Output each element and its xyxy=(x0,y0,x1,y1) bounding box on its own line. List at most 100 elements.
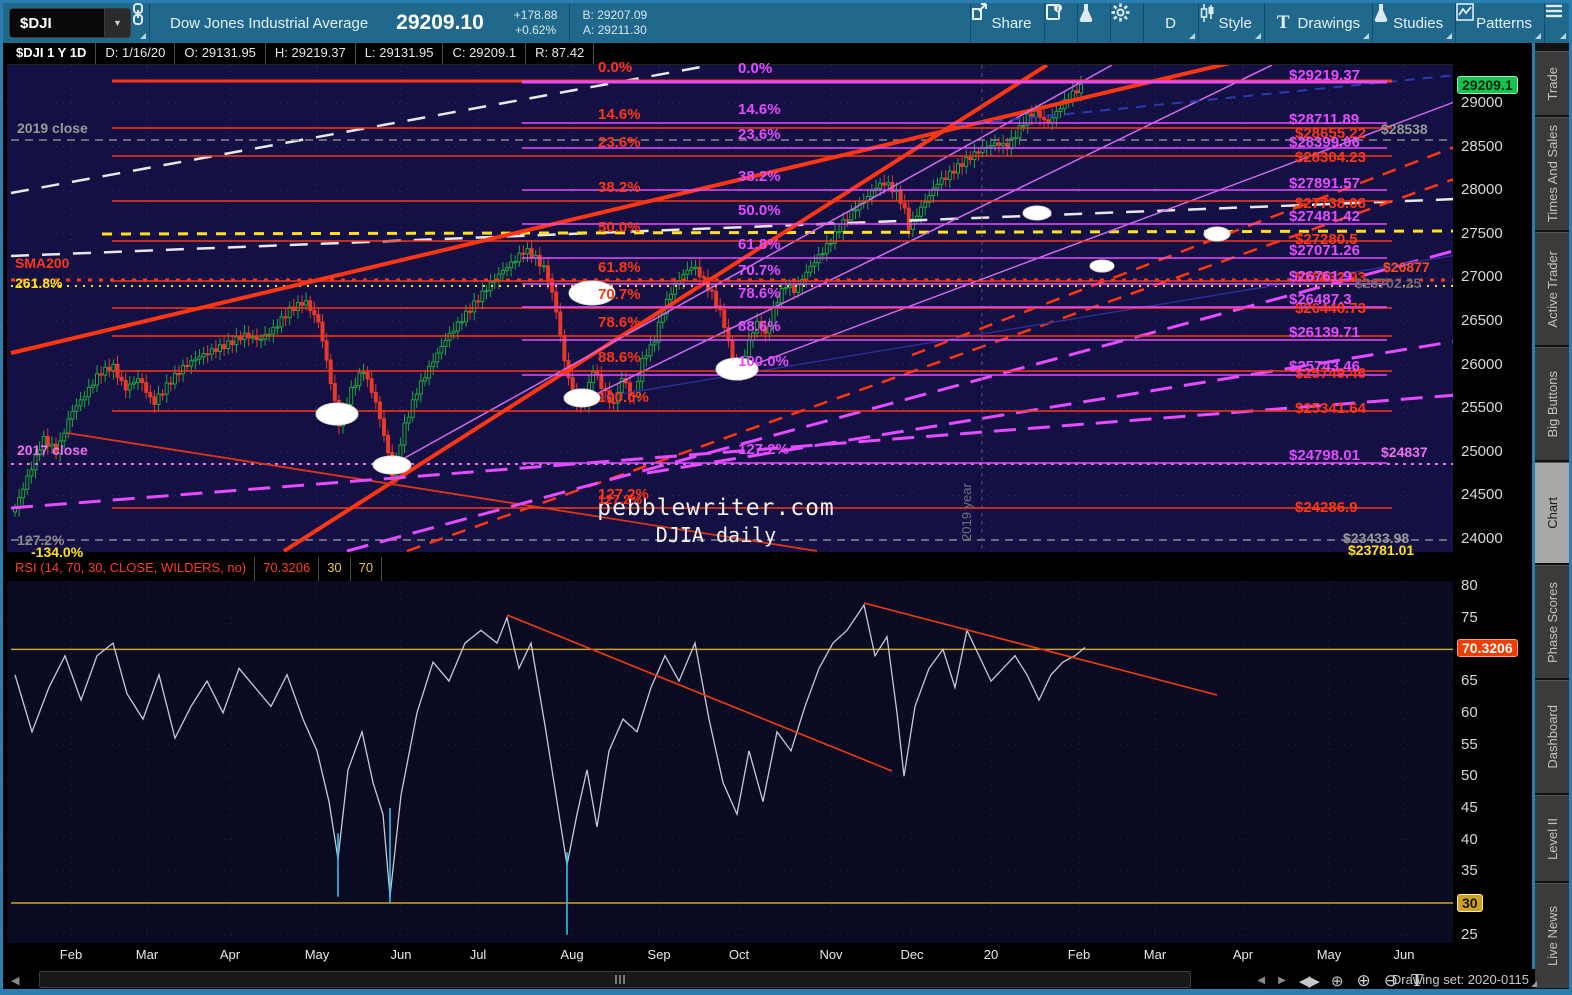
price-axis[interactable]: 29000 28500 28000 27500 27000 26500 26000 25500… xyxy=(1453,43,1532,989)
rsi-tick-label: 60 xyxy=(1461,703,1478,721)
symbol-input[interactable]: $DJI ▼ xyxy=(9,8,131,38)
rsi-value-badge: 70.3206 xyxy=(1457,639,1518,657)
price-tick-label: 27000 xyxy=(1461,268,1503,286)
top-toolbar: $DJI ▼ Dow Jones Industrial Average 2920… xyxy=(3,3,1569,43)
company-name: Dow Jones Industrial Average xyxy=(170,14,369,32)
step-right-icon[interactable]: ▶ xyxy=(1278,975,1286,986)
rsi-tick-label: 35 xyxy=(1461,862,1478,880)
quick-study-button[interactable] xyxy=(1078,3,1110,43)
sidebar-divider xyxy=(1532,43,1535,989)
symbol-dropdown-button[interactable]: ▼ xyxy=(104,9,130,37)
price-tick-label: 25500 xyxy=(1461,399,1503,417)
ohlc-cell: H: 29219.37 xyxy=(266,43,356,64)
change-percent: +0.62% xyxy=(515,23,557,37)
month-tick-label: Aug xyxy=(560,947,584,962)
gadget-sidebar: Trade Times And Sales Active Trader Big But… xyxy=(1535,43,1569,989)
zoom-in-icon[interactable]: ⊕ xyxy=(1356,970,1371,990)
ask-value: A: 29211.30 xyxy=(582,23,647,37)
text-tool-icon: T xyxy=(1276,12,1290,33)
share-button[interactable]: Share xyxy=(971,3,1043,43)
ohlc-cell: D: 1/16/20 xyxy=(96,43,176,64)
rsi-overbought: 70 xyxy=(351,557,383,581)
rsi-tick-label: 55 xyxy=(1461,735,1478,753)
sidebar-tab-trade[interactable]: Trade xyxy=(1535,51,1569,115)
month-tick-label: Jul xyxy=(469,947,487,962)
price-tick-label: 28000 xyxy=(1461,181,1503,199)
timeframe-button[interactable]: D xyxy=(1144,3,1198,43)
sidebar-tab-label: Big Buttons xyxy=(1544,370,1560,438)
rsi-tick-label: 80 xyxy=(1461,577,1478,594)
ohlc-cell: L: 29131.95 xyxy=(356,43,444,64)
month-tick-label: Sep xyxy=(647,947,671,962)
patterns-button[interactable]: Patterns xyxy=(1456,3,1544,43)
price-tick-label: 24500 xyxy=(1461,486,1503,504)
chart-notes-button[interactable]: i xyxy=(1045,3,1077,43)
price-chart[interactable] xyxy=(7,65,1453,552)
time-axis[interactable]: Feb Mar Apr May Jun Jul Aug Sep Oct Nov Dec 20 Feb Ma… xyxy=(7,943,1453,969)
link-icon[interactable] xyxy=(131,3,149,43)
price-tick-label: 27500 xyxy=(1461,224,1503,242)
settings-button[interactable] xyxy=(1111,3,1143,43)
studies-button[interactable]: Studies xyxy=(1373,3,1455,43)
text-tool-icon[interactable]: T xyxy=(1410,970,1423,990)
rsi-study-label: RSI (14, 70, 30, CLOSE, WILDERS, no) xyxy=(7,557,256,581)
scrollbar-grip[interactable] xyxy=(615,975,627,984)
crosshair-icon[interactable]: ⊕ xyxy=(1330,972,1344,990)
month-tick-label: Oct xyxy=(728,947,750,962)
svg-text:i: i xyxy=(1057,6,1059,13)
symbol-value: $DJI xyxy=(20,14,52,32)
ohlc-cell: R: 87.42 xyxy=(526,43,595,64)
sidebar-tab-label: Live News xyxy=(1544,906,1560,966)
ohlc-cell: C: 29209.1 xyxy=(443,43,527,64)
rsi-value: 70.3206 xyxy=(255,557,320,581)
rsi-oversold-badge: 30 xyxy=(1457,894,1483,912)
pan-icon[interactable]: ◀▶ xyxy=(1298,972,1320,990)
drawings-button[interactable]: T Drawings xyxy=(1265,3,1372,43)
sidebar-tab-live-news[interactable]: Live News xyxy=(1535,883,1569,988)
rsi-panel[interactable] xyxy=(7,581,1453,943)
step-left-icon[interactable]: ◀ xyxy=(1257,975,1266,986)
rsi-oversold: 30 xyxy=(319,557,351,581)
month-tick-label: Dec xyxy=(900,947,924,962)
rsi-tick-label: 25 xyxy=(1461,925,1478,943)
sidebar-tab-label: Level II xyxy=(1544,817,1560,860)
month-tick-label: Mar xyxy=(135,947,159,962)
sidebar-tab-chart[interactable]: Chart xyxy=(1535,462,1569,563)
change-block: +178.88 +0.62% xyxy=(496,3,570,43)
rsi-tick-label: 50 xyxy=(1461,767,1478,785)
sidebar-tab-level-ii[interactable]: Level II xyxy=(1535,795,1569,881)
chart-menu-button[interactable] xyxy=(1545,3,1569,43)
sidebar-tab-big-buttons[interactable]: Big Buttons xyxy=(1535,347,1569,460)
sidebar-tab-times-and-sales[interactable]: Times And Sales xyxy=(1535,117,1569,230)
rsi-tick-label: 65 xyxy=(1461,672,1478,690)
ohlc-header-bar: $DJI 1 Y 1D D: 1/16/20 O: 29131.95 H: 29219… xyxy=(7,43,1535,65)
sidebar-tab-label: Times And Sales xyxy=(1544,125,1560,223)
price-tick-label: 29000 xyxy=(1461,94,1503,111)
scroll-left-arrow[interactable]: ◀ xyxy=(11,975,20,987)
month-tick-label: Jun xyxy=(390,947,412,962)
price-tick-label: 28500 xyxy=(1461,137,1503,155)
drawing-set-label[interactable]: Drawing set: 2020-0115 xyxy=(1391,972,1538,987)
zoom-out-icon[interactable]: ⊖ xyxy=(1383,970,1398,990)
sidebar-tab-dashboard[interactable]: Dashboard xyxy=(1535,680,1569,793)
month-tick-label: Nov xyxy=(819,947,843,962)
sidebar-tab-label: Dashboard xyxy=(1544,705,1560,769)
sidebar-tab-active-trader[interactable]: Active Trader xyxy=(1535,232,1569,345)
price-tick-label: 26500 xyxy=(1461,312,1503,329)
month-tick-label: Mar xyxy=(1143,947,1167,962)
separator xyxy=(569,3,571,43)
sidebar-tab-label: Chart xyxy=(1544,497,1560,529)
month-tick-label: Jun xyxy=(1393,947,1415,962)
time-scrollbar[interactable] xyxy=(39,971,1191,988)
month-tick-label: 20 xyxy=(983,947,999,962)
last-price-badge: 29209.1 xyxy=(1457,76,1518,94)
sidebar-tab-label: Trade xyxy=(1544,66,1560,101)
sidebar-tab-phase-scores[interactable]: Phase Scores xyxy=(1535,565,1569,678)
separator xyxy=(149,3,150,43)
bid-value: B: 29207.09 xyxy=(582,8,648,22)
change-value: +178.88 xyxy=(513,8,558,22)
style-button[interactable]: Style xyxy=(1199,3,1264,43)
price-tick-label: 24000 xyxy=(1461,530,1503,547)
month-tick-label: Feb xyxy=(59,947,83,962)
ohlc-cell: $DJI 1 Y 1D xyxy=(7,43,97,64)
